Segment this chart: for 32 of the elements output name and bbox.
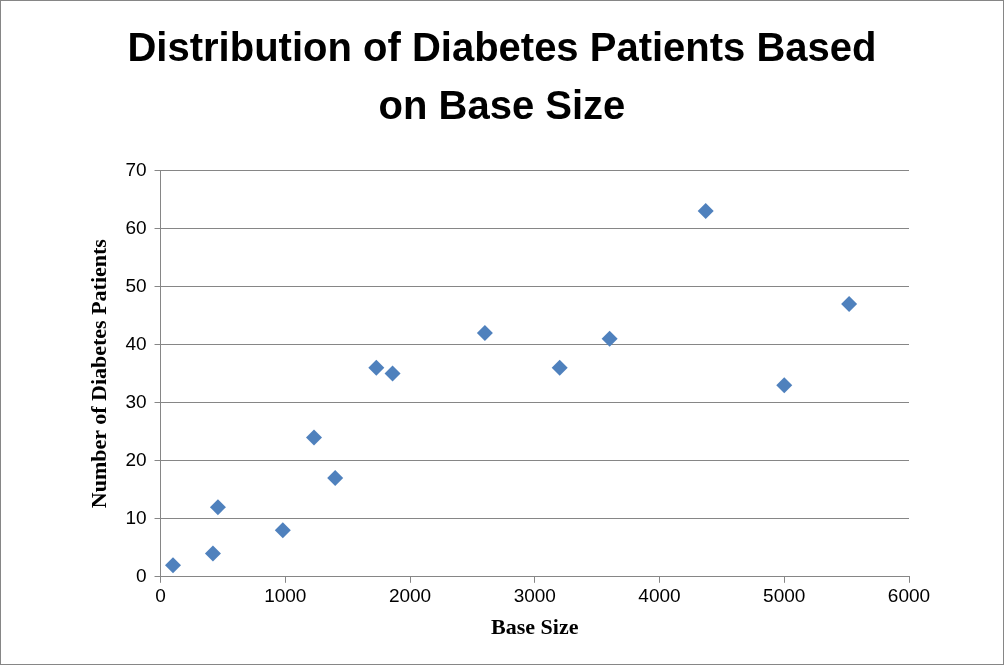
x-axis-title: Base Size — [491, 614, 579, 640]
point — [601, 330, 618, 347]
point — [327, 470, 344, 487]
x-tick-label: 1000 — [264, 585, 307, 607]
point — [305, 429, 322, 446]
y-tick-label: 30 — [125, 390, 147, 412]
point — [274, 522, 291, 539]
y-tick-label: 0 — [135, 565, 147, 587]
point — [165, 557, 182, 574]
point — [368, 359, 385, 376]
chart-title: Distribution of Diabetes Patients Based on Base Size — [126, 24, 878, 129]
x-tick-label: 6000 — [887, 585, 931, 607]
point — [697, 203, 714, 220]
y-tick-label: 20 — [125, 448, 147, 470]
x-tick-label: 3000 — [513, 585, 556, 607]
point — [209, 499, 226, 516]
y-tick-label: 40 — [125, 332, 147, 354]
point — [841, 295, 858, 312]
y-tick-label: 70 — [125, 158, 147, 180]
y-tick-label: 10 — [125, 506, 147, 528]
point — [476, 324, 493, 341]
point — [204, 545, 221, 562]
x-tick-label: 2000 — [388, 585, 432, 607]
x-tick-label: 4000 — [638, 585, 681, 607]
y-tick-label: 50 — [125, 274, 147, 296]
x-tick-label: 5000 — [763, 585, 806, 607]
point — [551, 359, 568, 376]
point — [384, 365, 401, 382]
x-tick-label: 0 — [155, 585, 166, 607]
point — [776, 377, 793, 394]
y-axis-title: Number of Diabetes Patients — [85, 238, 111, 509]
y-tick-label: 60 — [125, 216, 147, 238]
